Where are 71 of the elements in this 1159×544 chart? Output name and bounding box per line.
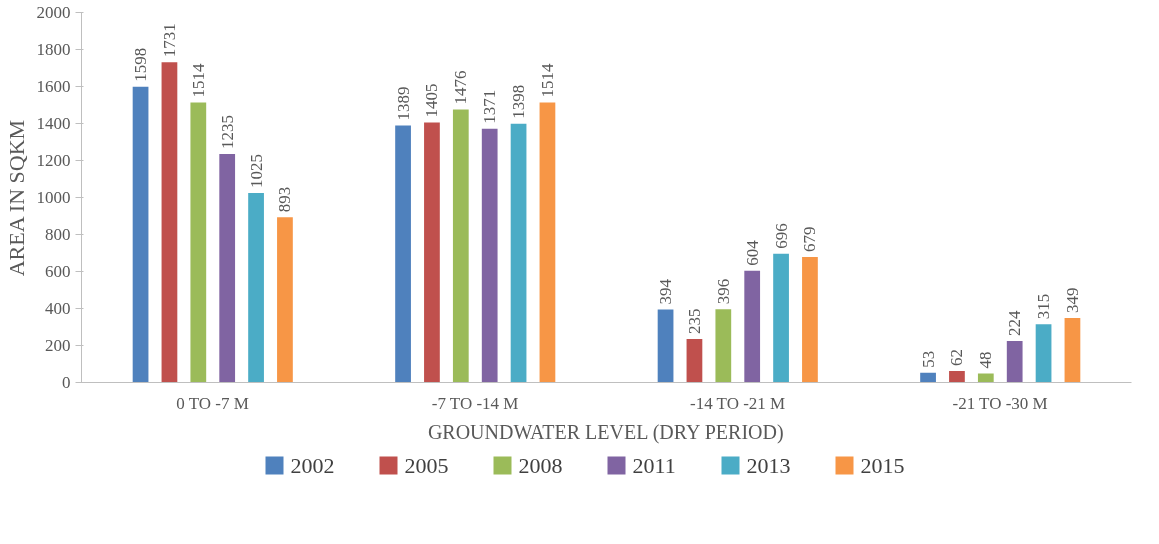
bar bbox=[1064, 317, 1081, 383]
data-label: 1025 bbox=[246, 153, 266, 188]
legend-label: 2005 bbox=[404, 452, 449, 478]
y-tick-label: 1200 bbox=[36, 151, 71, 170]
bar bbox=[977, 373, 994, 383]
y-tick-label: 1400 bbox=[36, 114, 71, 133]
y-tick-label: 600 bbox=[45, 262, 71, 281]
bar bbox=[920, 372, 936, 383]
data-label: 1514 bbox=[188, 62, 208, 98]
data-label: 1235 bbox=[217, 115, 237, 150]
data-label: 1389 bbox=[393, 86, 413, 121]
y-tick-label: 0 bbox=[62, 373, 71, 392]
y-tick-label: 1800 bbox=[36, 40, 71, 59]
bar bbox=[132, 86, 149, 383]
bar bbox=[510, 123, 527, 383]
data-label: 1398 bbox=[509, 84, 529, 119]
x-tick-label: -7 TO -14 M bbox=[431, 393, 519, 413]
data-label: 224 bbox=[1005, 310, 1025, 337]
bar bbox=[744, 270, 761, 383]
bar bbox=[219, 154, 236, 383]
bar bbox=[773, 253, 789, 383]
legend-label: 2008 bbox=[518, 452, 563, 478]
data-label: 315 bbox=[1034, 293, 1054, 320]
bar bbox=[248, 192, 264, 383]
data-label: 53 bbox=[918, 350, 938, 368]
x-tick-label: -14 TO -21 M bbox=[689, 393, 786, 413]
y-tick-label: 2000 bbox=[36, 3, 71, 22]
y-tick-label: 1600 bbox=[36, 77, 71, 96]
legend-label: 2011 bbox=[632, 452, 676, 478]
y-axis-title: AREA IN SQKM bbox=[3, 119, 29, 277]
data-label: 604 bbox=[742, 239, 762, 266]
data-label: 235 bbox=[684, 308, 704, 335]
data-label: 696 bbox=[771, 223, 791, 249]
bar bbox=[190, 102, 207, 383]
bar bbox=[395, 125, 411, 383]
data-label: 394 bbox=[656, 278, 676, 305]
bar bbox=[802, 256, 818, 383]
bar bbox=[481, 128, 498, 383]
bar bbox=[949, 371, 965, 383]
x-tick-label: -21 TO -30 M bbox=[952, 393, 1048, 413]
data-label: 1731 bbox=[159, 23, 179, 58]
y-tick-label: 200 bbox=[45, 336, 71, 355]
data-label: 679 bbox=[800, 226, 820, 252]
data-label: 1514 bbox=[537, 62, 557, 98]
bar bbox=[1006, 341, 1023, 383]
x-tick-label: 0 TO -7 M bbox=[176, 393, 249, 413]
bar bbox=[715, 309, 732, 383]
bar bbox=[1035, 324, 1052, 383]
bar bbox=[424, 122, 440, 383]
y-tick-label: 800 bbox=[45, 225, 71, 244]
data-label: 1405 bbox=[422, 83, 442, 118]
bar bbox=[452, 109, 469, 383]
data-label: 349 bbox=[1062, 287, 1082, 313]
bar bbox=[686, 339, 703, 383]
bar bbox=[277, 217, 293, 383]
data-label: 1476 bbox=[451, 70, 471, 105]
bar bbox=[657, 309, 674, 383]
legend-label: 2015 bbox=[860, 452, 905, 478]
bar bbox=[161, 62, 178, 383]
legend-label: 2002 bbox=[290, 452, 335, 478]
x-axis-title: GROUNDWATER LEVEL (DRY PERIOD) bbox=[427, 420, 784, 444]
y-tick-label: 400 bbox=[45, 299, 71, 318]
legend-label: 2013 bbox=[746, 452, 791, 478]
data-label: 396 bbox=[713, 278, 733, 305]
data-label: 62 bbox=[947, 349, 967, 367]
y-tick-label: 1000 bbox=[36, 188, 71, 207]
data-label: 1371 bbox=[480, 89, 500, 124]
data-label: 1598 bbox=[131, 47, 151, 82]
data-label: 48 bbox=[976, 351, 996, 369]
data-label: 893 bbox=[275, 186, 295, 213]
bar bbox=[539, 102, 556, 383]
